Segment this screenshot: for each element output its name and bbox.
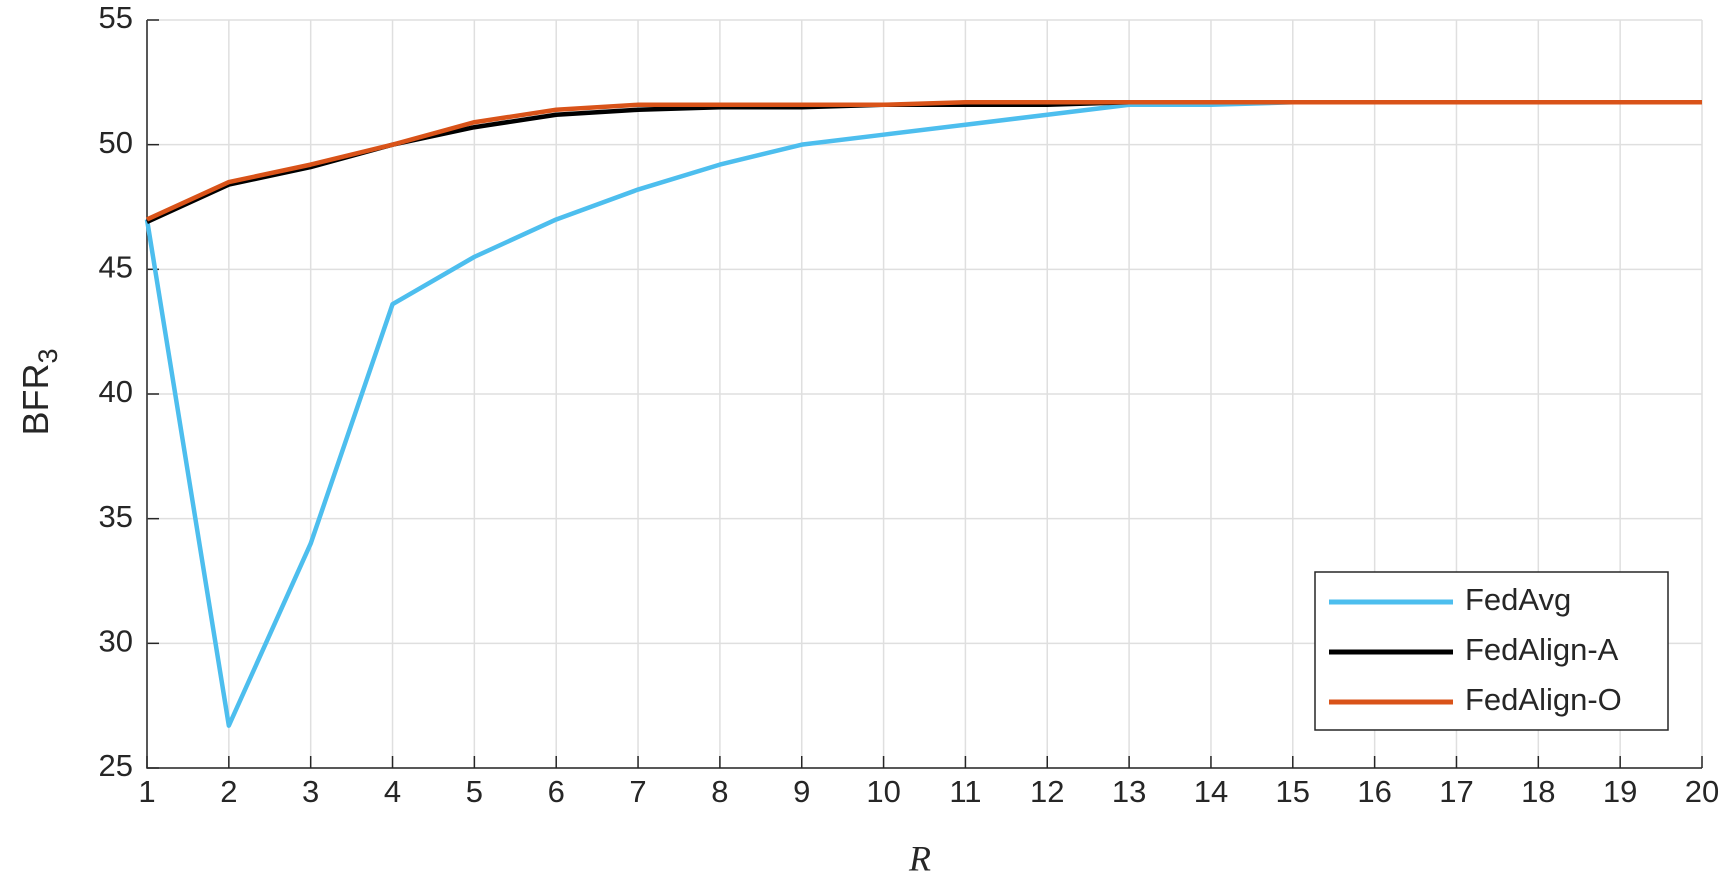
y-axis-label: BFR3 [15,348,64,435]
x-tick-label: 20 [1685,774,1719,809]
x-tick-label: 14 [1194,774,1228,809]
legend-label: FedAvg [1465,582,1571,617]
x-tick-label: 13 [1112,774,1146,809]
y-tick-label: 55 [99,0,133,35]
x-tick-label: 11 [949,774,981,809]
x-tick-label: 6 [548,774,565,809]
y-tick-label: 40 [99,374,133,409]
x-tick-label: 3 [302,774,319,809]
x-tick-label: 19 [1603,774,1637,809]
x-tick-label: 10 [866,774,900,809]
x-tick-label: 18 [1521,774,1555,809]
x-tick-label: 16 [1357,774,1391,809]
legend-label: FedAlign-O [1465,682,1622,717]
x-tick-label: 17 [1439,774,1473,809]
y-tick-label: 50 [99,125,133,160]
y-axis-label-subscript: 3 [33,348,63,363]
y-tick-label: 25 [99,748,133,783]
legend-label: FedAlign-A [1465,632,1619,667]
y-tick-label: 35 [99,499,133,534]
x-tick-label: 12 [1030,774,1064,809]
x-tick-label: 2 [220,774,237,809]
x-tick-label: 8 [711,774,728,809]
series-line [146,100,1702,225]
y-axis-label-text: BFR [15,364,56,436]
axes [146,20,1702,769]
y-tick-label: 45 [99,250,133,285]
x-tick-label: 5 [466,774,483,809]
y-tick-label: 30 [99,624,133,659]
x-tick-label: 4 [384,774,401,809]
x-axis-label: R [908,838,931,878]
x-tick-label: 7 [629,774,646,809]
series-line [146,100,1702,222]
x-tick-label: 9 [793,774,810,809]
x-tick-label: 1 [138,774,155,809]
x-tick-label: 15 [1276,774,1310,809]
